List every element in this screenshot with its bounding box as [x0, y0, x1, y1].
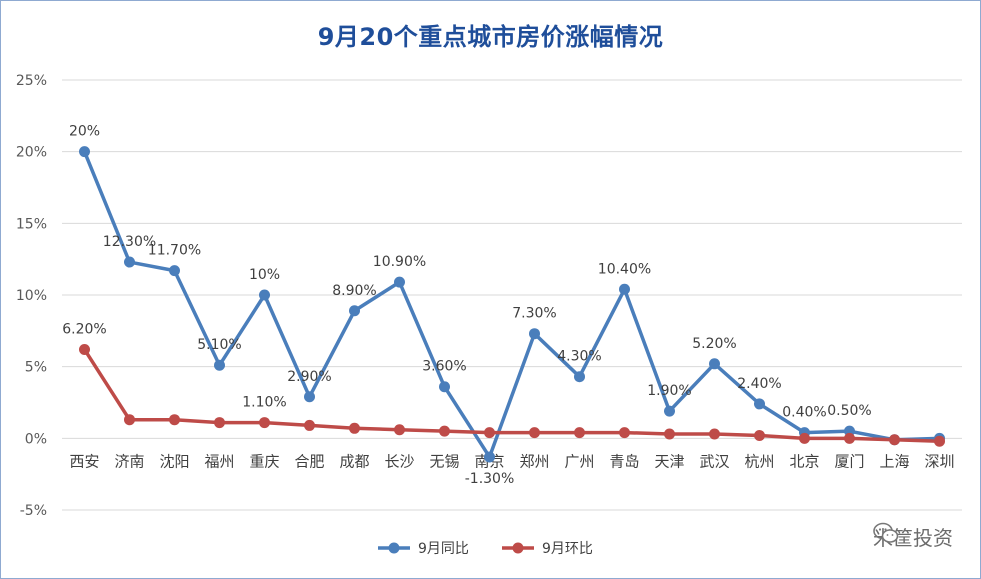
x-tick-label: 西安	[69, 452, 99, 470]
data-label: -1.30%	[465, 471, 515, 487]
data-point-series-2	[259, 417, 270, 429]
x-tick-label: 无锡	[429, 452, 459, 470]
series-line-1	[82, 151, 940, 459]
data-label: 6.20%	[62, 321, 106, 337]
data-label: 5.20%	[692, 336, 736, 352]
data-label: 1.90%	[647, 383, 691, 399]
data-label: 0.40%	[782, 405, 826, 421]
data-label: 12.30%	[103, 234, 156, 250]
data-label: 2.40%	[737, 376, 781, 392]
data-label: 11.70%	[148, 243, 201, 259]
data-point-series-2	[214, 417, 225, 429]
x-tick-label: 武汉	[699, 452, 729, 470]
y-tick-label: 25%	[16, 73, 47, 89]
data-label: 0.50%	[827, 403, 871, 419]
data-point-series-1	[169, 265, 180, 277]
data-label: 4.30%	[557, 349, 601, 365]
data-point-series-2	[439, 425, 450, 437]
data-point-series-1	[664, 405, 675, 417]
data-point-series-1	[529, 328, 540, 340]
data-point-series-2	[79, 343, 90, 355]
data-label: 1.10%	[242, 395, 286, 411]
data-point-series-2	[619, 427, 630, 439]
data-point-series-2	[574, 427, 585, 439]
x-tick-label: 北京	[789, 452, 819, 470]
data-point-series-2	[889, 434, 900, 446]
data-point-series-2	[169, 414, 180, 426]
x-tick-label: 厦门	[834, 452, 864, 470]
legend-marker-1	[388, 542, 400, 554]
data-point-series-1	[124, 256, 135, 268]
x-tick-label: 上海	[879, 452, 909, 470]
y-tick-label: 5%	[25, 360, 47, 376]
x-tick-label: 广州	[564, 452, 594, 470]
data-point-series-2	[349, 422, 360, 434]
data-label: 10%	[249, 267, 280, 283]
wechat-icon	[873, 522, 899, 543]
x-tick-label: 济南	[114, 452, 144, 470]
x-tick-label: 青岛	[609, 452, 639, 470]
data-point-series-1	[484, 451, 495, 463]
data-point-series-2	[304, 419, 315, 431]
data-point-series-1	[754, 398, 765, 410]
data-label: 20%	[69, 124, 100, 140]
x-tick-label: 郑州	[519, 452, 549, 470]
data-point-series-2	[529, 427, 540, 439]
data-label: 3.60%	[422, 359, 466, 375]
x-tick-label: 重庆	[249, 452, 279, 470]
x-tick-label: 深圳	[924, 452, 954, 470]
data-point-series-2	[124, 414, 135, 426]
data-label: 7.30%	[512, 306, 556, 322]
y-tick-label: 10%	[16, 288, 47, 304]
x-tick-label: 沈阳	[159, 452, 189, 470]
data-point-series-2	[394, 424, 405, 436]
data-point-series-1	[304, 391, 315, 403]
data-point-series-2	[754, 429, 765, 441]
y-tick-label: -5%	[20, 503, 47, 519]
y-tick-label: 15%	[16, 216, 47, 232]
data-point-series-1	[349, 305, 360, 317]
data-point-series-2	[934, 435, 945, 447]
data-point-series-2	[844, 432, 855, 444]
y-tick-label: 0%	[25, 431, 47, 447]
data-label: 2.90%	[287, 369, 331, 385]
data-point-series-1	[259, 289, 270, 301]
data-point-series-1	[439, 381, 450, 393]
x-tick-label: 合肥	[294, 452, 324, 470]
chart-title: 9月20个重点城市房价涨幅情况	[317, 23, 664, 51]
series-line-2	[83, 348, 940, 443]
watermark: 米筐投资	[873, 522, 953, 551]
data-point-series-1	[574, 371, 585, 383]
legend-label-1: 9月同比	[418, 541, 469, 557]
data-point-series-1	[394, 276, 405, 288]
x-tick-label: 长沙	[384, 452, 414, 470]
data-point-series-1	[214, 359, 225, 371]
data-point-series-2	[484, 427, 495, 439]
data-point-series-2	[799, 432, 810, 444]
legend-marker-2	[512, 542, 524, 554]
data-point-series-1	[709, 358, 720, 370]
x-tick-label: 福州	[204, 452, 234, 470]
data-point-series-1	[619, 283, 630, 295]
data-label: 10.40%	[598, 261, 651, 277]
x-tick-label: 成都	[339, 452, 369, 470]
y-tick-label: 20%	[16, 145, 47, 161]
data-point-series-2	[664, 428, 675, 440]
x-tick-label: 杭州	[744, 452, 774, 470]
data-point-series-1	[79, 146, 90, 158]
data-label: 8.90%	[332, 283, 376, 299]
x-tick-label: 天津	[654, 452, 684, 470]
data-label: 5.10%	[197, 337, 241, 353]
data-label: 10.90%	[373, 254, 426, 270]
data-point-series-2	[709, 428, 720, 440]
legend-label-2: 9月环比	[542, 541, 593, 557]
